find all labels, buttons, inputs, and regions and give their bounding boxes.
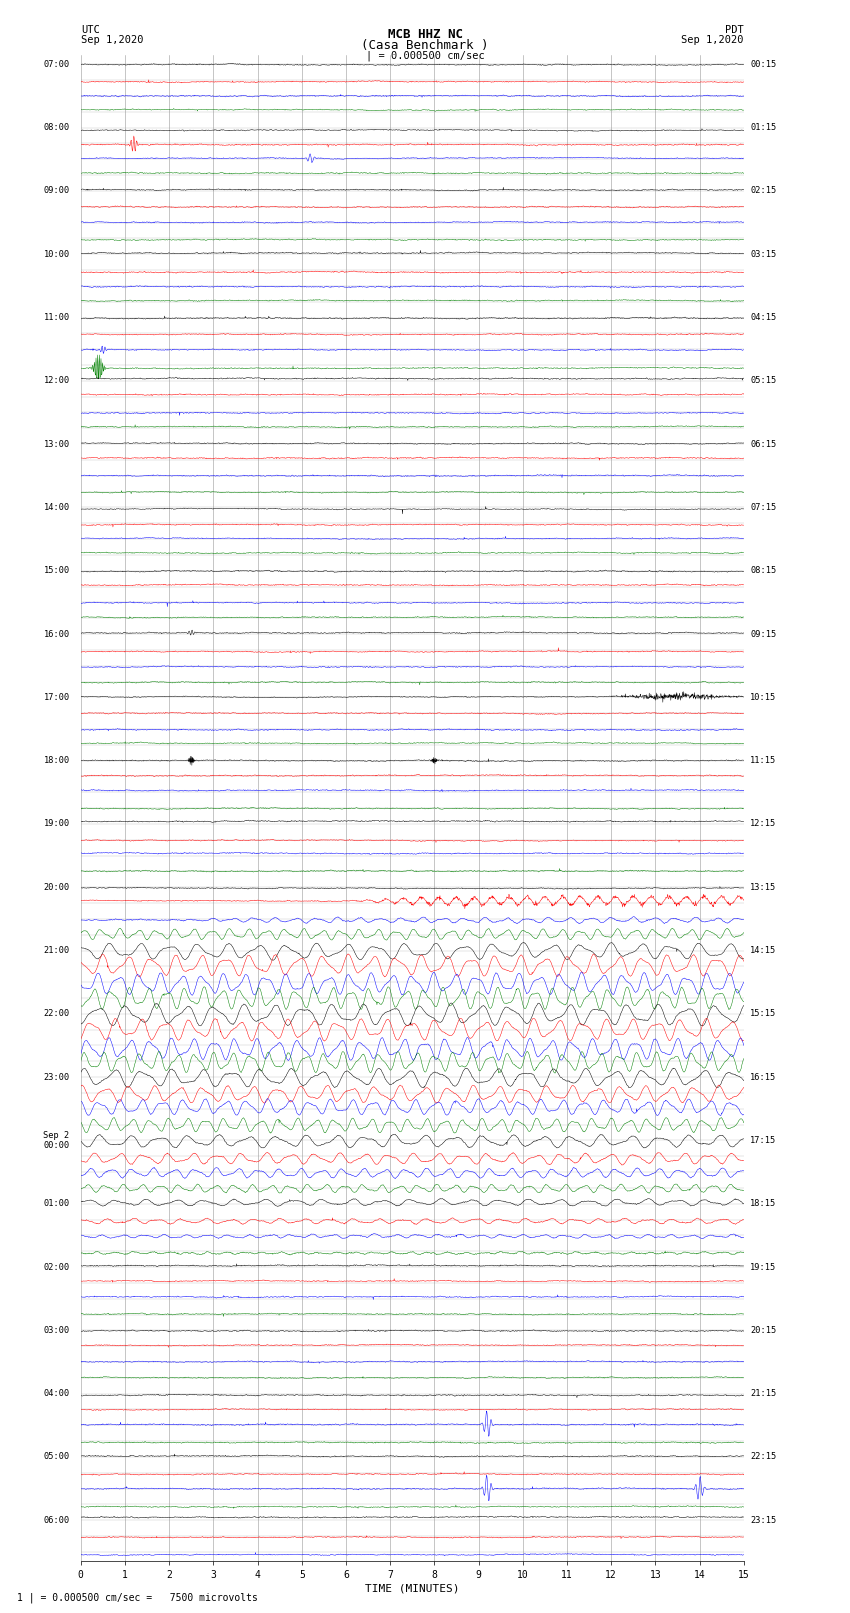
- Text: 21:00: 21:00: [43, 947, 70, 955]
- Text: 15:00: 15:00: [43, 566, 70, 576]
- Text: 06:00: 06:00: [43, 1516, 70, 1524]
- Text: 04:15: 04:15: [751, 313, 777, 323]
- Text: 22:00: 22:00: [43, 1010, 70, 1018]
- Text: 09:15: 09:15: [751, 629, 777, 639]
- Text: 14:00: 14:00: [43, 503, 70, 511]
- Text: 01:00: 01:00: [43, 1198, 70, 1208]
- Text: 20:00: 20:00: [43, 882, 70, 892]
- Text: 11:15: 11:15: [751, 756, 777, 765]
- Text: 22:15: 22:15: [751, 1452, 777, 1461]
- Text: 12:15: 12:15: [751, 819, 777, 829]
- Text: 17:15: 17:15: [751, 1136, 777, 1145]
- Text: 15:15: 15:15: [751, 1010, 777, 1018]
- Text: 08:15: 08:15: [751, 566, 777, 576]
- Text: 04:00: 04:00: [43, 1389, 70, 1398]
- Text: 20:15: 20:15: [751, 1326, 777, 1336]
- Text: 06:15: 06:15: [751, 440, 777, 448]
- Text: 21:15: 21:15: [751, 1389, 777, 1398]
- Text: 01:15: 01:15: [751, 123, 777, 132]
- Text: 18:15: 18:15: [751, 1198, 777, 1208]
- Text: Sep 1,2020: Sep 1,2020: [81, 35, 144, 45]
- Text: UTC: UTC: [81, 26, 99, 35]
- Text: 16:00: 16:00: [43, 629, 70, 639]
- Text: 05:15: 05:15: [751, 376, 777, 386]
- Text: (Casa Benchmark ): (Casa Benchmark ): [361, 39, 489, 52]
- Text: 07:15: 07:15: [751, 503, 777, 511]
- Text: 10:15: 10:15: [751, 694, 777, 702]
- Text: 14:15: 14:15: [751, 947, 777, 955]
- Text: 10:00: 10:00: [43, 250, 70, 258]
- Text: 07:00: 07:00: [43, 60, 70, 69]
- Text: 12:00: 12:00: [43, 376, 70, 386]
- Text: 19:00: 19:00: [43, 819, 70, 829]
- Text: Sep 1,2020: Sep 1,2020: [681, 35, 744, 45]
- Text: 09:00: 09:00: [43, 187, 70, 195]
- Text: 16:15: 16:15: [751, 1073, 777, 1082]
- Text: PDT: PDT: [725, 26, 744, 35]
- Text: 03:00: 03:00: [43, 1326, 70, 1336]
- Text: 02:15: 02:15: [751, 187, 777, 195]
- Text: 19:15: 19:15: [751, 1263, 777, 1271]
- Text: MCB HHZ NC: MCB HHZ NC: [388, 27, 462, 40]
- Text: 23:00: 23:00: [43, 1073, 70, 1082]
- Text: 17:00: 17:00: [43, 694, 70, 702]
- X-axis label: TIME (MINUTES): TIME (MINUTES): [365, 1584, 460, 1594]
- Text: 05:00: 05:00: [43, 1452, 70, 1461]
- Text: | = 0.000500 cm/sec: | = 0.000500 cm/sec: [366, 50, 484, 61]
- Text: 03:15: 03:15: [751, 250, 777, 258]
- Text: 23:15: 23:15: [751, 1516, 777, 1524]
- Text: 00:15: 00:15: [751, 60, 777, 69]
- Text: Sep 2
00:00: Sep 2 00:00: [43, 1131, 70, 1150]
- Text: 13:15: 13:15: [751, 882, 777, 892]
- Text: 1 | = 0.000500 cm/sec =   7500 microvolts: 1 | = 0.000500 cm/sec = 7500 microvolts: [17, 1592, 258, 1603]
- Text: 18:00: 18:00: [43, 756, 70, 765]
- Text: 08:00: 08:00: [43, 123, 70, 132]
- Text: 11:00: 11:00: [43, 313, 70, 323]
- Text: 02:00: 02:00: [43, 1263, 70, 1271]
- Text: 13:00: 13:00: [43, 440, 70, 448]
